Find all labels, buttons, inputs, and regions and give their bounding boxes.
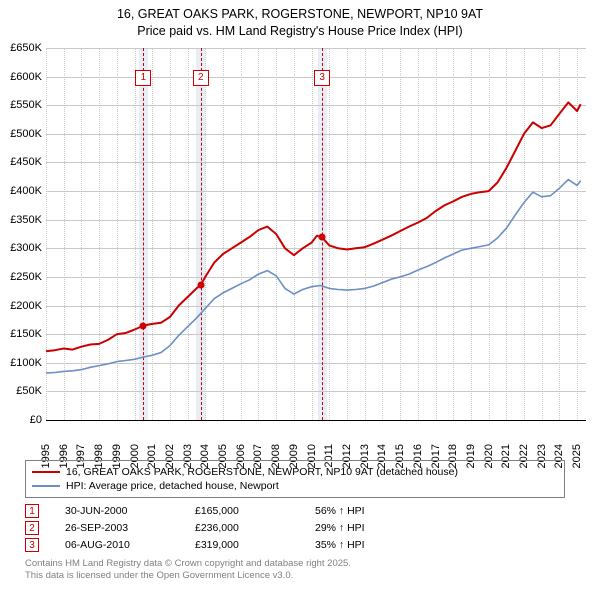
sales-row-date: 06-AUG-2010 bbox=[65, 539, 195, 551]
sales-row-price: £236,000 bbox=[195, 522, 315, 534]
legend-item: HPI: Average price, detached house, Newp… bbox=[32, 479, 558, 493]
plot-area: £0£50K£100K£150K£200K£250K£300K£350K£400… bbox=[46, 48, 586, 420]
sales-row-vs-hpi: 35% ↑ HPI bbox=[315, 539, 365, 551]
chart-title: 16, GREAT OAKS PARK, ROGERSTONE, NEWPORT… bbox=[0, 0, 600, 40]
y-tick-label: £150K bbox=[0, 328, 42, 340]
sales-row-vs-hpi: 29% ↑ HPI bbox=[315, 522, 365, 534]
y-tick-label: £600K bbox=[0, 71, 42, 83]
sales-table-row: 2 26-SEP-2003£236,00029% ↑ HPI bbox=[25, 519, 365, 536]
legend-item: 16, GREAT OAKS PARK, ROGERSTONE, NEWPORT… bbox=[32, 465, 558, 479]
y-tick-label: £0 bbox=[0, 414, 42, 426]
legend-label: HPI: Average price, detached house, Newp… bbox=[66, 480, 279, 492]
title-line-2: Price paid vs. HM Land Registry's House … bbox=[0, 23, 600, 40]
sales-table-row: 3 06-AUG-2010£319,00035% ↑ HPI bbox=[25, 536, 365, 553]
title-line-1: 16, GREAT OAKS PARK, ROGERSTONE, NEWPORT… bbox=[0, 6, 600, 23]
y-tick-label: £300K bbox=[0, 242, 42, 254]
y-tick-label: £500K bbox=[0, 128, 42, 140]
legend-label: 16, GREAT OAKS PARK, ROGERSTONE, NEWPORT… bbox=[66, 466, 458, 478]
sales-row-badge: 3 bbox=[25, 538, 39, 552]
sales-table: 1 30-JUN-2000£165,00056% ↑ HPI 2 26-SEP-200… bbox=[25, 502, 365, 553]
y-tick-label: £400K bbox=[0, 185, 42, 197]
y-tick-label: £350K bbox=[0, 214, 42, 226]
chart-container: 16, GREAT OAKS PARK, ROGERSTONE, NEWPORT… bbox=[0, 0, 600, 590]
sales-row-date: 26-SEP-2003 bbox=[65, 522, 195, 534]
sales-row-date: 30-JUN-2000 bbox=[65, 505, 195, 517]
sales-table-row: 1 30-JUN-2000£165,00056% ↑ HPI bbox=[25, 502, 365, 519]
y-tick-label: £650K bbox=[0, 42, 42, 54]
y-tick-label: £550K bbox=[0, 99, 42, 111]
legend: 16, GREAT OAKS PARK, ROGERSTONE, NEWPORT… bbox=[25, 460, 565, 498]
sales-row-price: £319,000 bbox=[195, 539, 315, 551]
series-lines bbox=[46, 48, 586, 420]
y-tick-label: £200K bbox=[0, 300, 42, 312]
legend-swatch bbox=[32, 471, 60, 473]
gridline-horizontal bbox=[46, 420, 586, 421]
y-tick-label: £450K bbox=[0, 156, 42, 168]
footer-line-1: Contains HM Land Registry data © Crown c… bbox=[25, 558, 351, 570]
footer-line-2: This data is licensed under the Open Gov… bbox=[25, 570, 351, 582]
series-hpi bbox=[46, 180, 581, 374]
sales-row-price: £165,000 bbox=[195, 505, 315, 517]
y-tick-label: £50K bbox=[0, 385, 42, 397]
legend-swatch bbox=[32, 485, 60, 487]
attribution-footer: Contains HM Land Registry data © Crown c… bbox=[25, 558, 351, 582]
series-property bbox=[46, 102, 581, 351]
y-tick-label: £100K bbox=[0, 357, 42, 369]
sales-row-badge: 2 bbox=[25, 521, 39, 535]
sales-row-vs-hpi: 56% ↑ HPI bbox=[315, 505, 365, 517]
sales-row-badge: 1 bbox=[25, 504, 39, 518]
x-tick-label: 2025 bbox=[571, 444, 583, 468]
y-tick-label: £250K bbox=[0, 271, 42, 283]
